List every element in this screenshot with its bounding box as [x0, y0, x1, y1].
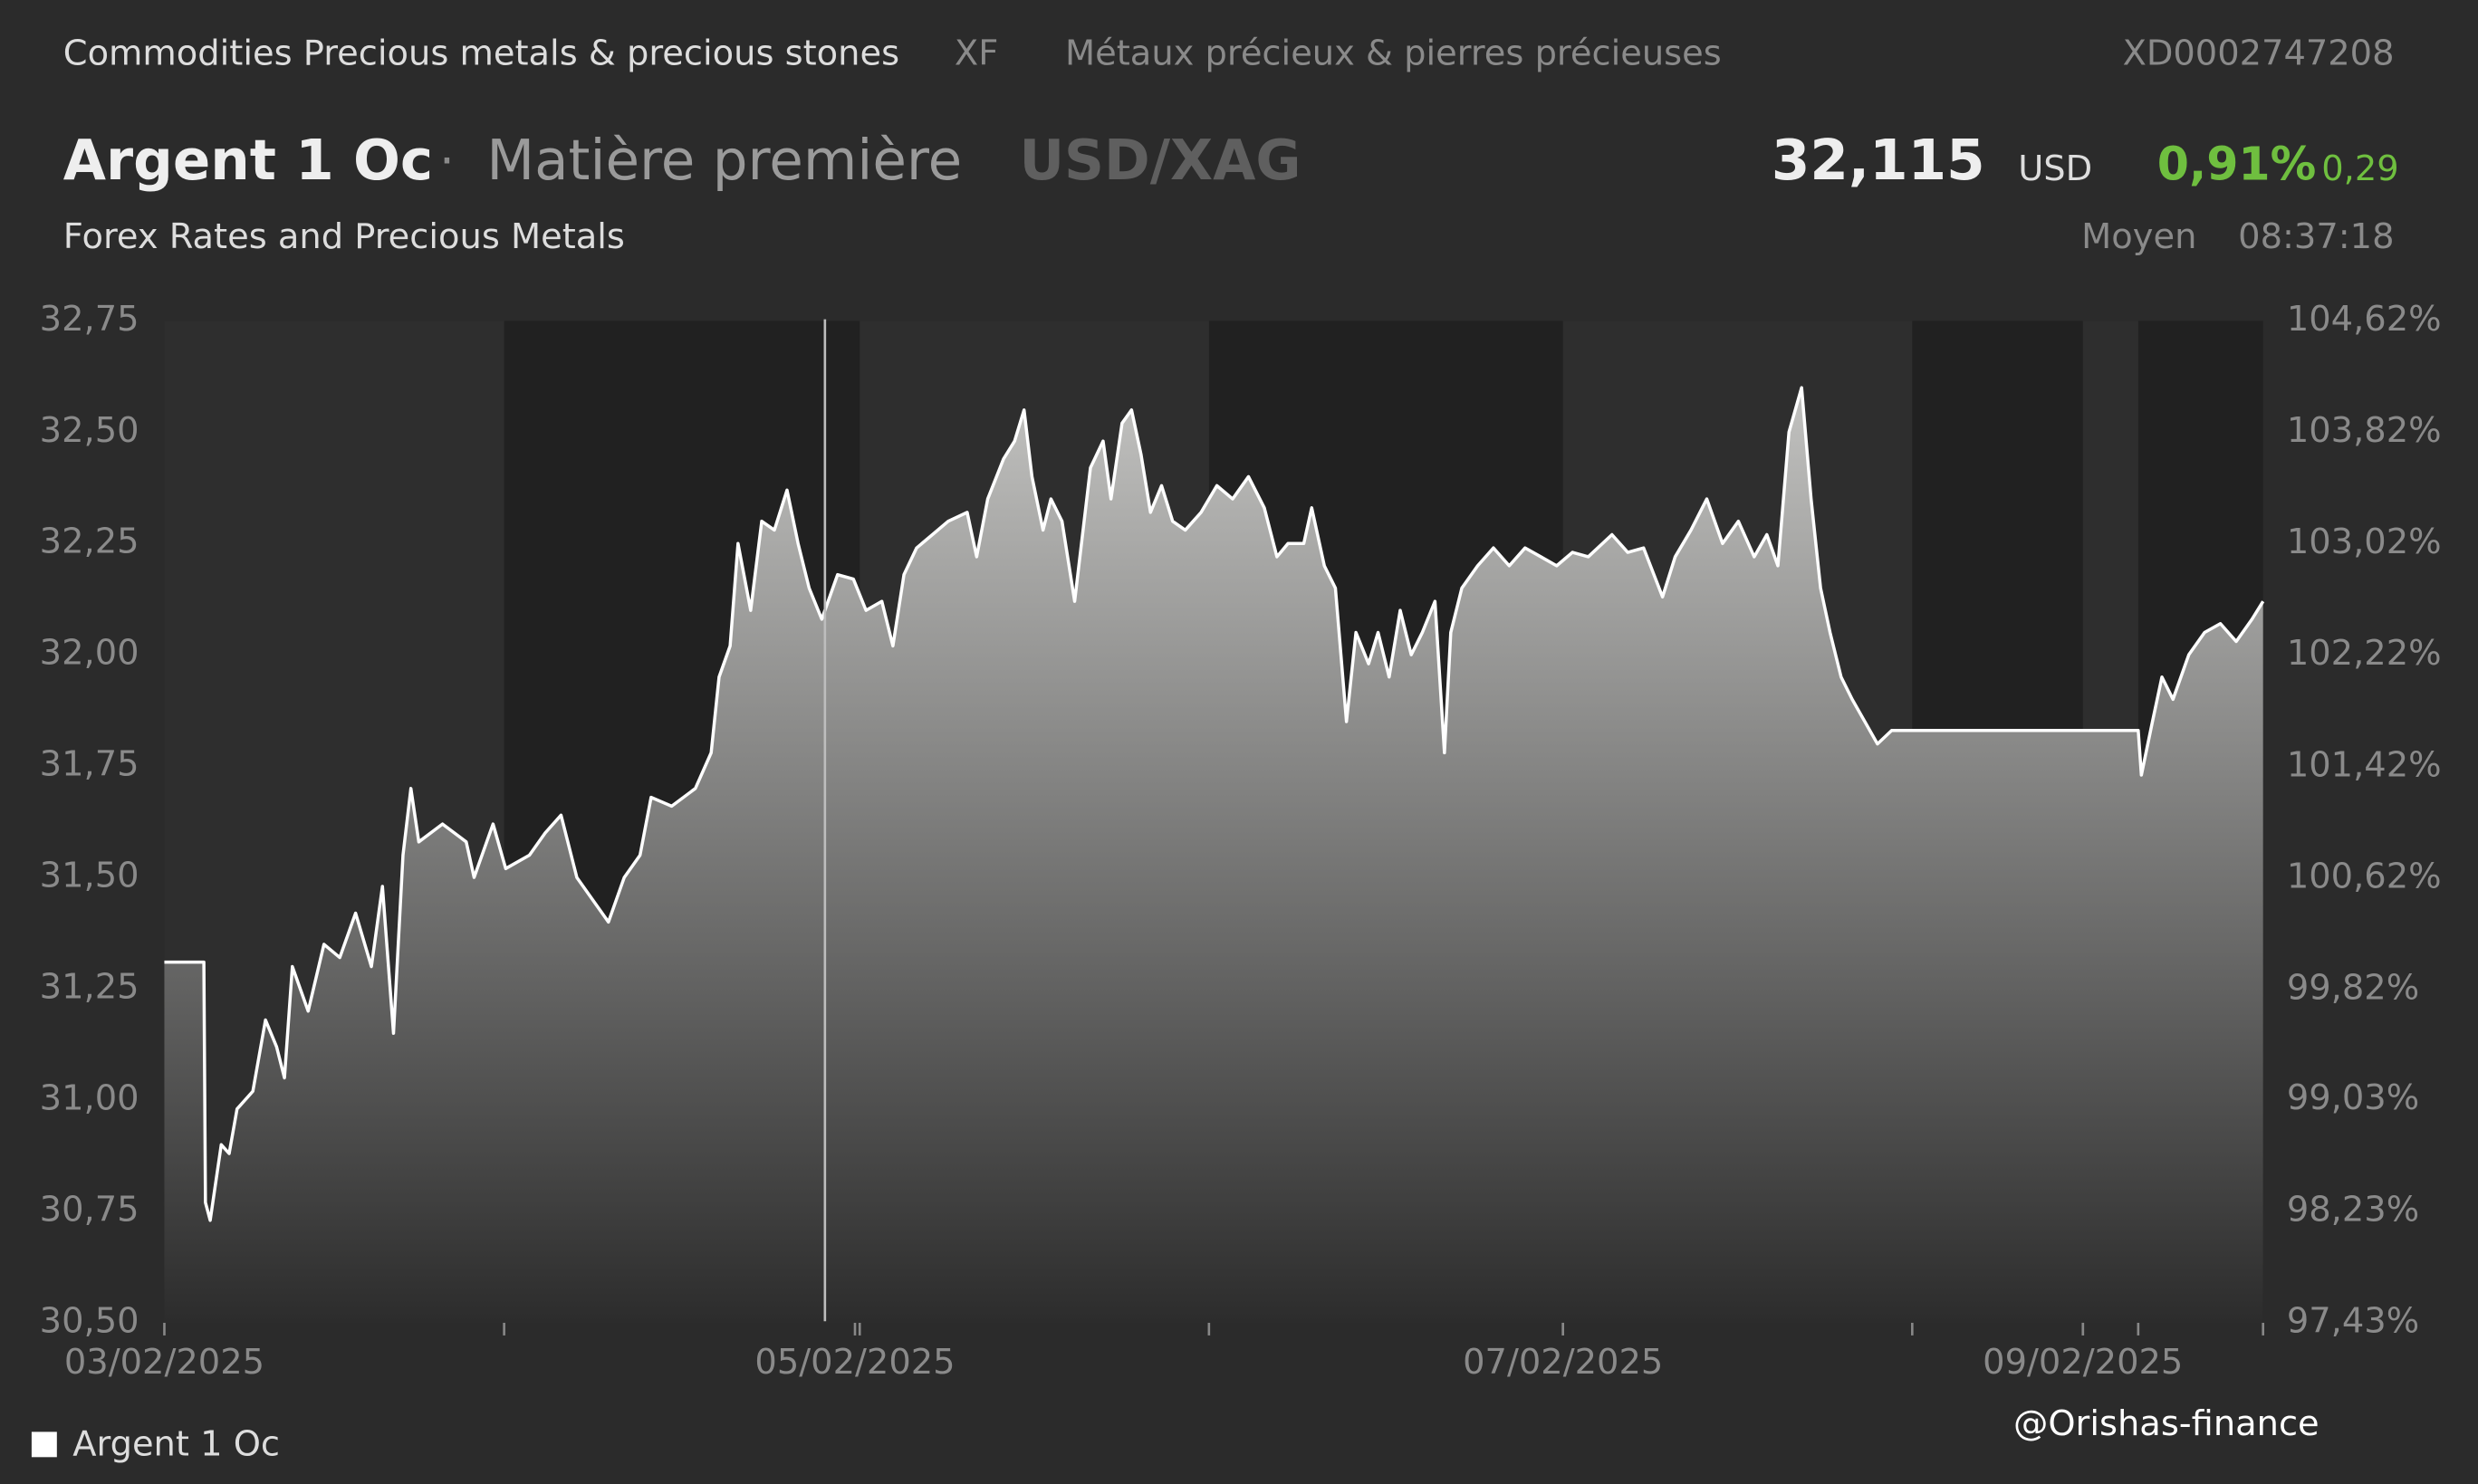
legend-swatch	[31, 1431, 57, 1458]
legend-label[interactable]: Argent 1 Oc	[72, 1424, 280, 1465]
y2-tick-label: 103,02%	[2287, 522, 2442, 562]
currency: USD	[2018, 148, 2092, 189]
separator: ·	[439, 134, 455, 189]
y-tick-label: 30,75	[40, 1189, 139, 1230]
x-tick-label: 03/02/2025	[64, 1342, 264, 1383]
price: 32,115	[1772, 129, 1985, 193]
y-tick-label: 30,50	[40, 1300, 139, 1341]
asset-type: Matière première	[486, 129, 962, 193]
price-type: Moyen	[2081, 216, 2196, 257]
isin: XD0002747208	[2123, 34, 2395, 74]
x-tick-label: 05/02/2025	[754, 1342, 955, 1383]
y2-tick-label: 102,22%	[2287, 633, 2442, 674]
price-line	[164, 386, 2265, 1222]
category-fr: Métaux précieux & pierres précieuses	[1065, 34, 1722, 74]
y-tick-label: 32,75	[40, 299, 139, 340]
time: 08:37:18	[2238, 216, 2394, 257]
y-tick-label: 31,00	[40, 1078, 139, 1119]
pair: USD/XAG	[1019, 129, 1301, 193]
x-tick-label: 09/02/2025	[1983, 1342, 2183, 1383]
y2-tick-label: 99,82%	[2287, 968, 2419, 1009]
area-fill	[164, 388, 2263, 1323]
source: Forex Rates and Precious Metals	[63, 216, 625, 257]
y-tick-label: 31,25	[40, 967, 139, 1008]
change-abs: 0,29	[2321, 148, 2398, 189]
y2-tick-label: 103,82%	[2287, 410, 2442, 451]
y-tick-label: 31,50	[40, 856, 139, 896]
y2-tick-label: 98,23%	[2287, 1189, 2419, 1230]
y2-tick-label: 101,42%	[2287, 744, 2442, 785]
x-tick-label: 07/02/2025	[1463, 1342, 1663, 1383]
y-tick-label: 31,75	[40, 744, 139, 785]
y-tick-label: 32,00	[40, 633, 139, 674]
exchange: XF	[955, 34, 998, 74]
y2-tick-label: 97,43%	[2287, 1300, 2419, 1341]
watermark: @Orishas-finance	[2013, 1403, 2320, 1444]
y-tick-label: 32,25	[40, 522, 139, 562]
y-tick-label: 32,50	[40, 410, 139, 451]
y2-tick-label: 99,03%	[2287, 1077, 2419, 1118]
y2-tick-label: 100,62%	[2287, 856, 2442, 896]
y2-tick-label: 104,62%	[2287, 299, 2442, 340]
instrument-name: Argent 1 Oc	[63, 129, 433, 193]
category: Commodities Precious metals & precious s…	[63, 34, 899, 74]
change-pct: 0,91%	[2157, 138, 2317, 191]
